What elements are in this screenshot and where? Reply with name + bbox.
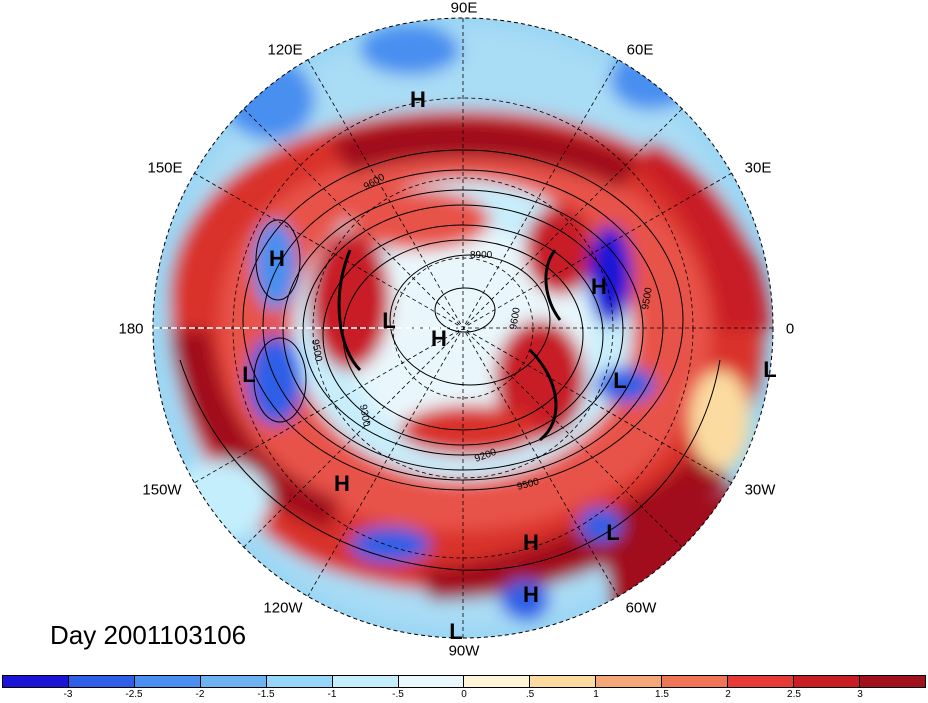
pressure-high-marker: H [523,582,539,607]
colorbar-tick-label: -.5 [392,689,404,700]
lon-label-150e: 150E [147,159,183,177]
lon-label-120e: 120E [267,41,303,59]
lon-label-150w: 150W [142,481,182,499]
lon-label-90e: 90E [450,0,478,17]
colorbar [2,675,926,688]
map-boundary [152,17,774,639]
colorbar-tick-label: -3 [63,689,73,700]
colorbar-swatch [859,676,925,687]
pressure-high-marker: H [410,87,426,112]
colorbar-tick-label: .5 [525,689,535,700]
pressure-low-marker: L [613,368,627,393]
colorbar-swatch [794,676,860,687]
colorbar-tick-label: 1 [593,689,599,700]
lon-label-60w: 60W [625,599,657,617]
colorbar-swatch [3,676,69,687]
colorbar-swatch [332,676,399,687]
pressure-low-marker: L [382,308,396,333]
lon-label-90w: 90W [448,642,480,660]
colorbar-tick-label: 1.5 [655,689,669,700]
lon-label-30w: 30W [744,481,776,499]
height-contours [179,149,721,571]
anomaly-field [153,18,773,638]
colorbar-swatch [596,676,663,687]
lon-label-0: 0 [785,320,795,338]
pressure-high-marker: H [269,246,285,271]
colorbar-swatch [266,676,333,687]
contour-label: 9300 [357,404,372,428]
colorbar-tick-label: -2 [195,689,205,700]
contour-label: 9600 [508,306,523,330]
pressure-low-marker: L [763,357,777,382]
lon-label-60e: 60E [626,41,654,59]
colorbar-swatch [68,676,135,687]
pressure-low-marker: L [606,520,620,545]
colorbar-swatch [200,676,267,687]
colorbar-swatch [530,676,597,687]
colorbar-swatch [728,676,795,687]
pressure-high-marker: H [334,471,350,496]
pressure-high-marker: H [591,274,607,299]
contour-label: 9500 [309,339,324,363]
colorbar-swatch [134,676,201,687]
map-title: Day 2001103106 [50,620,247,650]
colorbar-tick-label: -2.5 [125,689,143,700]
lon-label-180: 180 [118,320,144,338]
colorbar-tick-label: 2 [725,689,731,700]
colorbar-ticks: -3 -2.5 -2 -1.5 -1 -.5 0 .5 1 1.5 2 2.5 3 [0,689,928,703]
contour-label: 9500 [640,286,655,310]
colorbar-tick-label: 3 [857,689,863,700]
lon-label-30e: 30E [744,159,772,177]
pressure-low-marker: L [449,619,463,644]
pressure-low-marker: L [242,362,256,387]
colorbar-tick-label: 0 [461,689,467,700]
colorbar-tick-label: 2.5 [787,689,801,700]
colorbar-swatch [398,676,465,687]
pressure-high-marker: H [431,326,447,351]
pressure-high-marker: H [523,530,539,555]
contour-label: 8900 [470,250,493,261]
lon-label-120w: 120W [263,599,303,617]
colorbar-tick-label: -1 [327,689,337,700]
colorbar-swatch [662,676,729,687]
colorbar-swatch [464,676,531,687]
colorbar-tick-label: -1.5 [257,689,275,700]
